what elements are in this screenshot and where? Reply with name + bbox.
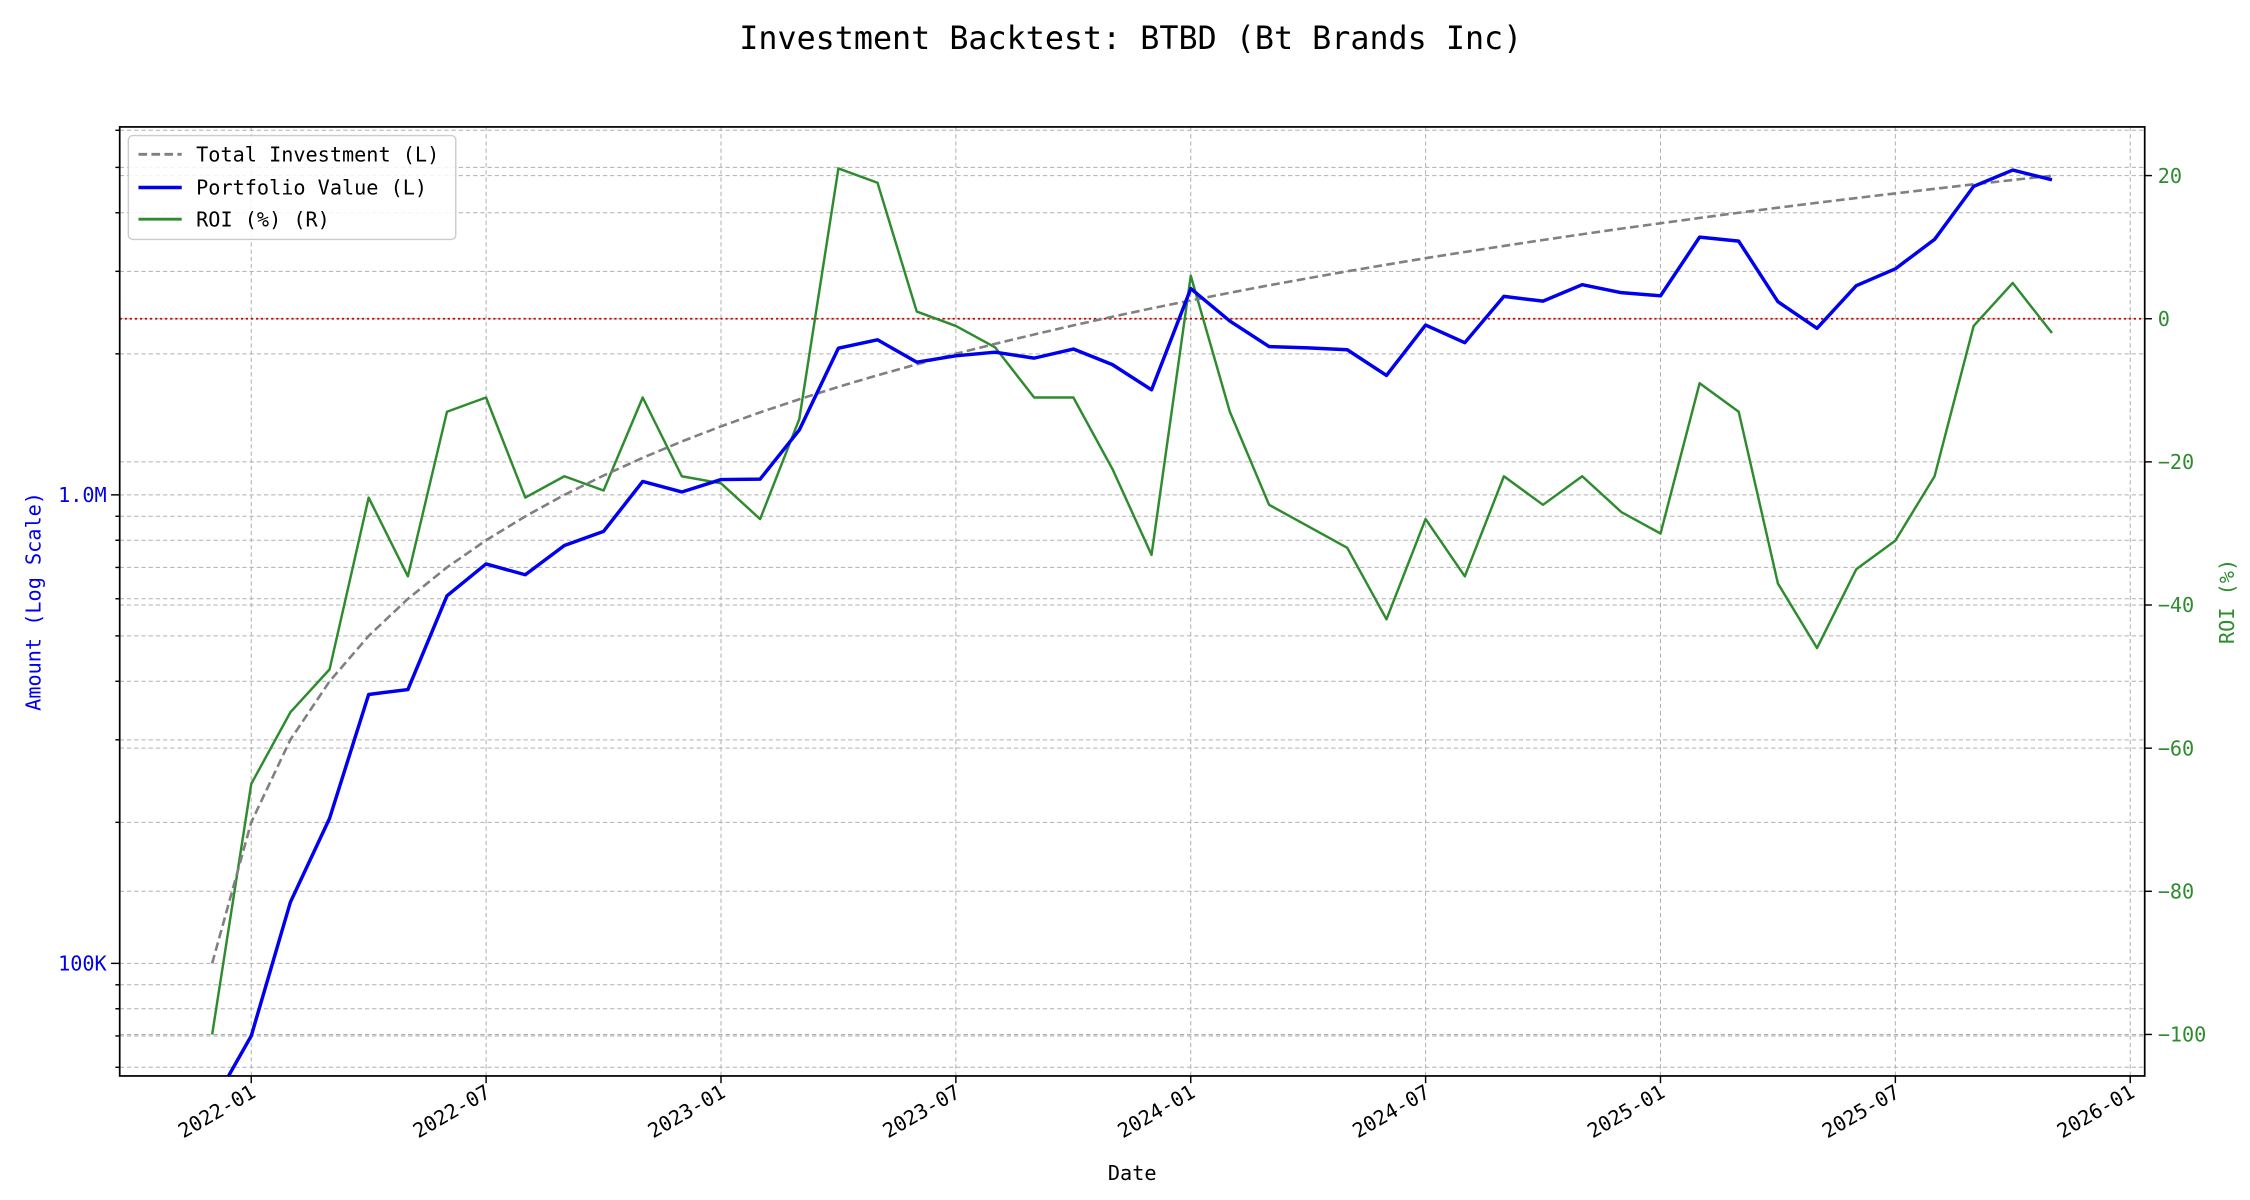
y-left-tick-label: 100K bbox=[58, 952, 107, 976]
y-left-tick-label: 1.0M bbox=[58, 483, 107, 507]
legend-label-roi: ROI (%) (R) bbox=[196, 207, 330, 231]
y-right-tick-label: 0 bbox=[2158, 307, 2170, 331]
x-tick-label: 2024-07 bbox=[1348, 1080, 1434, 1143]
y-right-tick-label: −80 bbox=[2158, 880, 2194, 904]
x-tick-label: 2022-01 bbox=[174, 1080, 260, 1143]
legend-label-portfolio: Portfolio Value (L) bbox=[196, 176, 427, 200]
chart-title: Investment Backtest: BTBD (Bt Brands Inc… bbox=[739, 21, 1522, 57]
x-tick-label: 2024-01 bbox=[1113, 1080, 1199, 1143]
y-right-tick-label: −40 bbox=[2158, 593, 2194, 617]
y-axis-right-label: ROI (%) bbox=[2215, 559, 2239, 644]
x-tick-label: 2025-01 bbox=[1583, 1080, 1669, 1143]
x-axis-label: Date bbox=[1108, 1161, 1157, 1185]
series-lines bbox=[210, 167, 2053, 1076]
y-right-tick-label: −100 bbox=[2158, 1023, 2207, 1047]
x-tick-label: 2023-01 bbox=[644, 1080, 730, 1143]
legend: Total Investment (L) Portfolio Value (L)… bbox=[127, 134, 457, 241]
portfolio-value-line bbox=[226, 168, 2053, 1076]
x-tick-label: 2022-07 bbox=[409, 1080, 495, 1143]
legend-label-investment: Total Investment (L) bbox=[196, 143, 439, 167]
y-axis-left-label: Amount (Log Scale) bbox=[21, 492, 45, 711]
x-tick-label: 2023-07 bbox=[878, 1080, 964, 1143]
y-right-tick-label: −20 bbox=[2158, 450, 2194, 474]
plot-frame bbox=[118, 126, 2146, 1077]
legend-box bbox=[127, 134, 457, 241]
x-tick-label: 2025-07 bbox=[1818, 1080, 1904, 1143]
y-right-tick-label: −60 bbox=[2158, 736, 2194, 760]
roi-line bbox=[210, 167, 2053, 1035]
axis-ticks: 2022-01 2022-07 2023-01 2023-07 2024-01 2024-… bbox=[58, 129, 2207, 1143]
x-tick-label: 2026-01 bbox=[2053, 1080, 2139, 1143]
total-investment-line bbox=[210, 174, 2053, 964]
y-right-tick-label: 20 bbox=[2158, 164, 2182, 188]
